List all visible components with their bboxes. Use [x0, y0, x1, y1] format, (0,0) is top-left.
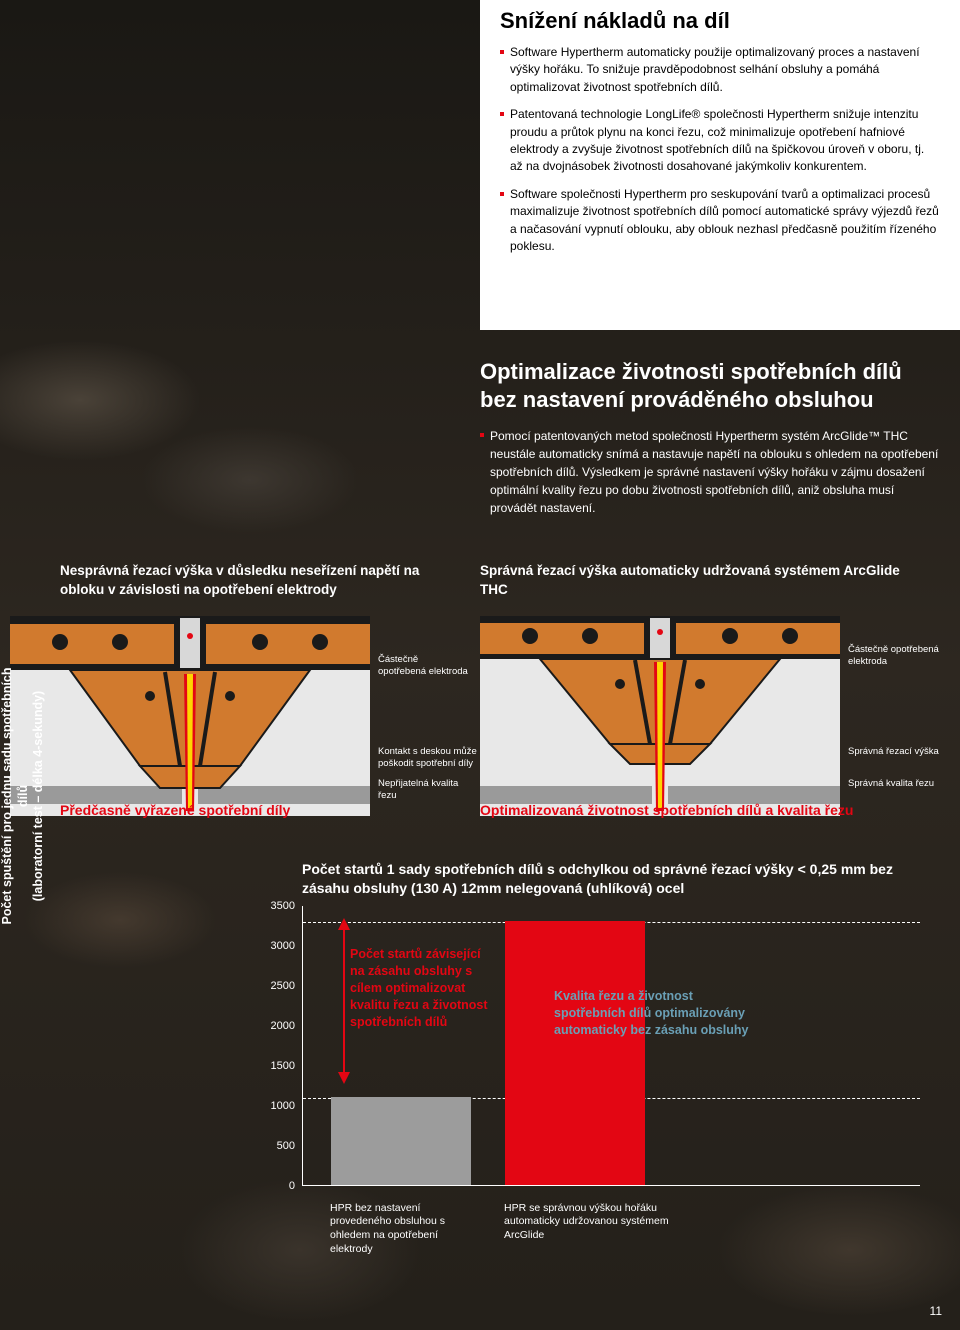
bullet-dot: [500, 192, 504, 196]
torch-diagram-correct: [480, 616, 840, 816]
chart-y-tick: 3500: [271, 900, 295, 912]
diagram-conclusion-left: Předčasně vyřazené spotřební díly: [60, 802, 290, 818]
chart-y-tick: 2500: [271, 980, 295, 992]
section-optimization: Optimalizace životnosti spotřebních dílů…: [480, 358, 940, 527]
bullet-dot: [500, 50, 504, 54]
bullet-text: Software Hypertherm automaticky použije …: [510, 44, 940, 96]
diagram-caption-right: Správná řezací výška automaticky udržova…: [480, 562, 900, 600]
bullet-item: Software Hypertherm automaticky použije …: [500, 44, 940, 96]
diagram-label-note1-right: Správná řezací výška: [848, 746, 958, 758]
chart-y-tick: 1000: [271, 1100, 295, 1112]
bullet-dot: [480, 433, 484, 437]
chart-bar-label: HPR se správnou výškou hořáku automatick…: [504, 1202, 684, 1243]
diagram-label-note2-left: Nepřijatelná kvalita řezu: [378, 778, 478, 803]
diagram-label-electrode-left: Částečně opotřebená elektroda: [378, 654, 468, 679]
bullet-dot: [500, 112, 504, 116]
bullet-item: Patentovaná technologie LongLife® společ…: [500, 106, 940, 176]
section1-title: Snížení nákladů na díl: [500, 8, 940, 34]
diagram-caption-left: Nesprávná řezací výška v důsledku neseří…: [60, 562, 450, 600]
chart-bar: [505, 921, 645, 1185]
torch-diagram-incorrect: [10, 616, 370, 816]
chart-bar-label: HPR bez nastavení provedeného obsluhou s…: [330, 1202, 480, 1257]
diagram-label-note1-left: Kontakt s deskou může poškodit spotřební…: [378, 746, 478, 771]
diagram-label-note2-right: Správná kvalita řezu: [848, 778, 958, 790]
bullet-text: Patentovaná technologie LongLife® společ…: [510, 106, 940, 176]
bullet-text: Pomocí patentovaných metod společnosti H…: [490, 427, 940, 517]
chart-y-tick: 1500: [271, 1060, 295, 1072]
diagram-label-electrode-right: Částečně opotřebená elektroda: [848, 644, 958, 669]
section2-title: Optimalizace životnosti spotřebních dílů…: [480, 358, 940, 413]
section-cost-reduction: Snížení nákladů na díl Software Hyperthe…: [480, 0, 960, 330]
chart-annotation-red: Počet startů závisející na zásahu obsluh…: [350, 946, 490, 1030]
chart-y-tick: 500: [277, 1140, 295, 1152]
chart-y-tick: 2000: [271, 1020, 295, 1032]
chart-arrow-icon: [330, 916, 358, 1086]
bullet-text: Software společnosti Hypertherm pro sesk…: [510, 186, 940, 256]
chart-title: Počet startů 1 sady spotřebních dílů s o…: [302, 860, 920, 898]
diagram-conclusion-right: Optimalizovaná životnost spotřebních díl…: [480, 802, 853, 818]
chart-y-axis-label: Počet spuštění pro jednu sadu spotřebníc…: [0, 656, 47, 936]
chart-y-tick: 0: [289, 1180, 295, 1192]
page-number: 11: [930, 1304, 942, 1318]
bullet-item: Software společnosti Hypertherm pro sesk…: [500, 186, 940, 256]
chart-y-tick: 3000: [271, 940, 295, 952]
chart-annotation-blue: Kvalita řezu a životnost spotřebních díl…: [554, 988, 764, 1039]
bullet-item: Pomocí patentovaných metod společnosti H…: [480, 427, 940, 517]
chart-bar: [331, 1097, 471, 1185]
